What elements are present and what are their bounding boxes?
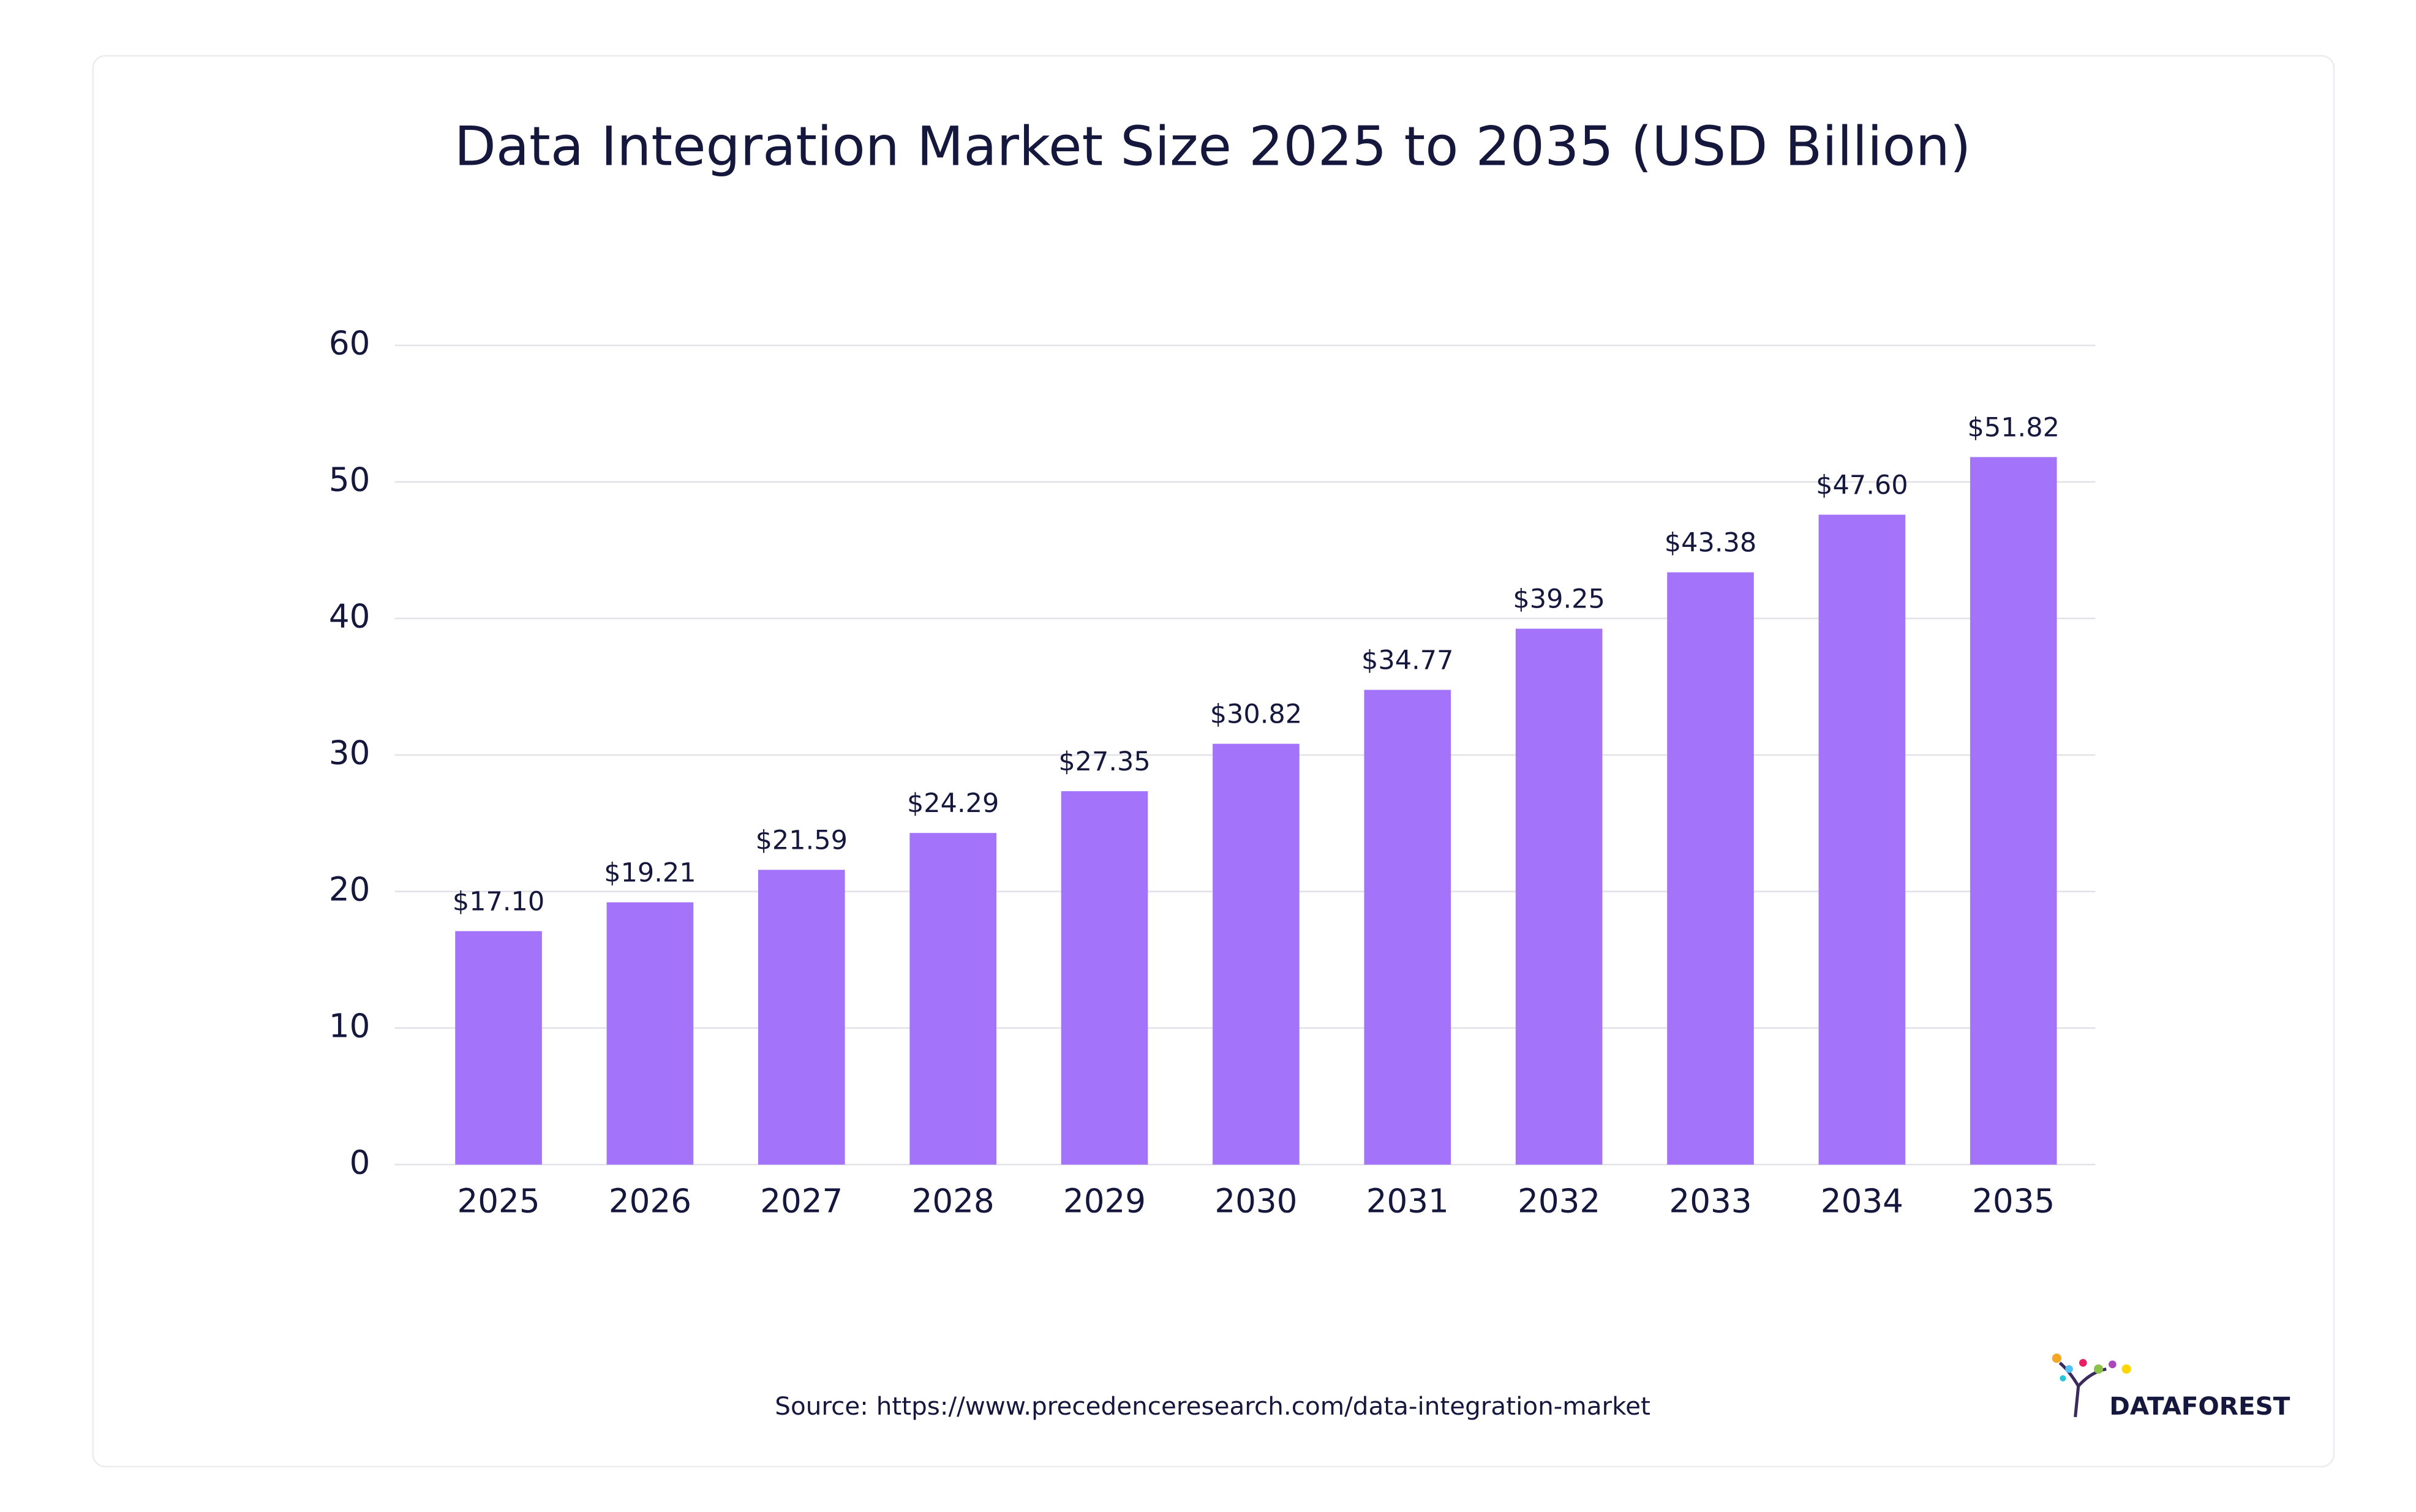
- x-tick-label: 2025: [457, 1183, 540, 1221]
- data-label: $27.35: [1058, 747, 1150, 777]
- data-label: $39.25: [1513, 584, 1605, 615]
- chart-title: Data Integration Market Size 2025 to 203…: [454, 115, 1971, 178]
- bar: [1364, 690, 1451, 1165]
- data-label: $24.29: [907, 788, 999, 819]
- bar: [455, 931, 542, 1165]
- bar: [1213, 743, 1300, 1165]
- x-tick-label: 2033: [1669, 1183, 1752, 1221]
- x-tick-label: 2026: [609, 1183, 691, 1221]
- data-label: $47.60: [1816, 470, 1908, 500]
- bar: [1667, 572, 1754, 1165]
- y-tick-label: 50: [329, 461, 371, 499]
- data-label: $43.38: [1665, 528, 1756, 559]
- bar: [1818, 514, 1906, 1165]
- data-label: $51.82: [1968, 412, 2060, 443]
- y-tick-label: 30: [329, 734, 371, 772]
- bar: [1061, 791, 1148, 1165]
- y-tick-label: 0: [350, 1143, 371, 1181]
- x-tick-label: 2028: [912, 1183, 995, 1221]
- data-label: $17.10: [453, 886, 544, 917]
- x-tick-label: 2034: [1821, 1183, 1903, 1221]
- x-tick-label: 2029: [1063, 1183, 1146, 1221]
- bar: [606, 902, 694, 1165]
- y-tick-label: 40: [329, 598, 371, 636]
- source: Source: https://www.precedenceresearch.c…: [775, 1391, 1650, 1421]
- bar: [909, 833, 996, 1165]
- y-tick-label: 20: [329, 870, 371, 908]
- x-tick-label: 2031: [1366, 1183, 1449, 1221]
- x-tick-label: 2027: [760, 1183, 843, 1221]
- data-label: $19.21: [604, 857, 696, 888]
- data-label: $34.77: [1361, 645, 1453, 675]
- y-tick-label: 10: [329, 1007, 371, 1045]
- logo-icon: [2052, 1353, 2131, 1418]
- data-label: $21.59: [756, 825, 848, 856]
- bar: [1515, 628, 1603, 1165]
- bar: [1970, 457, 2057, 1165]
- y-tick-label: 60: [329, 325, 371, 363]
- x-tick-label: 2035: [1972, 1183, 2055, 1221]
- data-label: $30.82: [1210, 699, 1302, 730]
- x-tick-label: 2032: [1518, 1183, 1600, 1221]
- x-tick-label: 2030: [1214, 1183, 1297, 1221]
- bar: [758, 870, 845, 1165]
- logo-text: DATAFOREST: [2109, 1391, 2290, 1421]
